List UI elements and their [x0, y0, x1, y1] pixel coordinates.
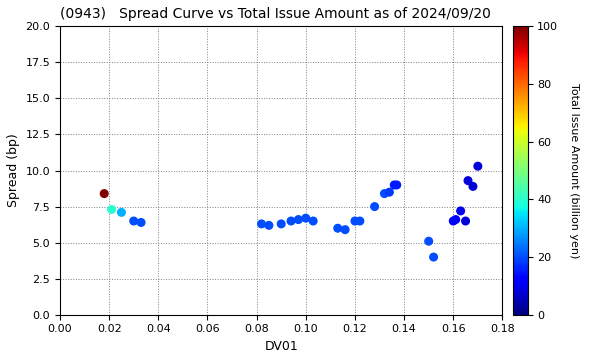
Point: [129, 218, 139, 224]
Point: [451, 217, 461, 222]
Point: [424, 238, 433, 244]
Point: [257, 221, 266, 227]
Point: [463, 178, 473, 184]
Point: [301, 215, 311, 221]
Point: [473, 163, 482, 169]
Point: [136, 220, 146, 225]
Y-axis label: Total Issue Amount (billion yen): Total Issue Amount (billion yen): [569, 83, 579, 258]
Point: [264, 222, 274, 228]
Point: [448, 218, 458, 224]
Point: [392, 182, 401, 188]
Point: [461, 218, 470, 224]
Y-axis label: Spread (bp): Spread (bp): [7, 134, 20, 207]
Point: [333, 225, 343, 231]
X-axis label: DV01: DV01: [265, 340, 298, 353]
Point: [468, 184, 478, 189]
Point: [293, 217, 303, 222]
Point: [277, 221, 286, 227]
Point: [107, 207, 116, 212]
Point: [429, 254, 439, 260]
Point: [286, 218, 296, 224]
Point: [456, 208, 466, 214]
Point: [370, 204, 379, 210]
Point: [380, 191, 389, 197]
Point: [350, 218, 360, 224]
Point: [116, 210, 126, 215]
Point: [100, 191, 109, 197]
Point: [340, 227, 350, 233]
Point: [308, 218, 318, 224]
Point: [389, 182, 399, 188]
Point: [385, 189, 394, 195]
Point: [355, 218, 365, 224]
Text: (0943)   Spread Curve vs Total Issue Amount as of 2024/09/20: (0943) Spread Curve vs Total Issue Amoun…: [60, 7, 491, 21]
